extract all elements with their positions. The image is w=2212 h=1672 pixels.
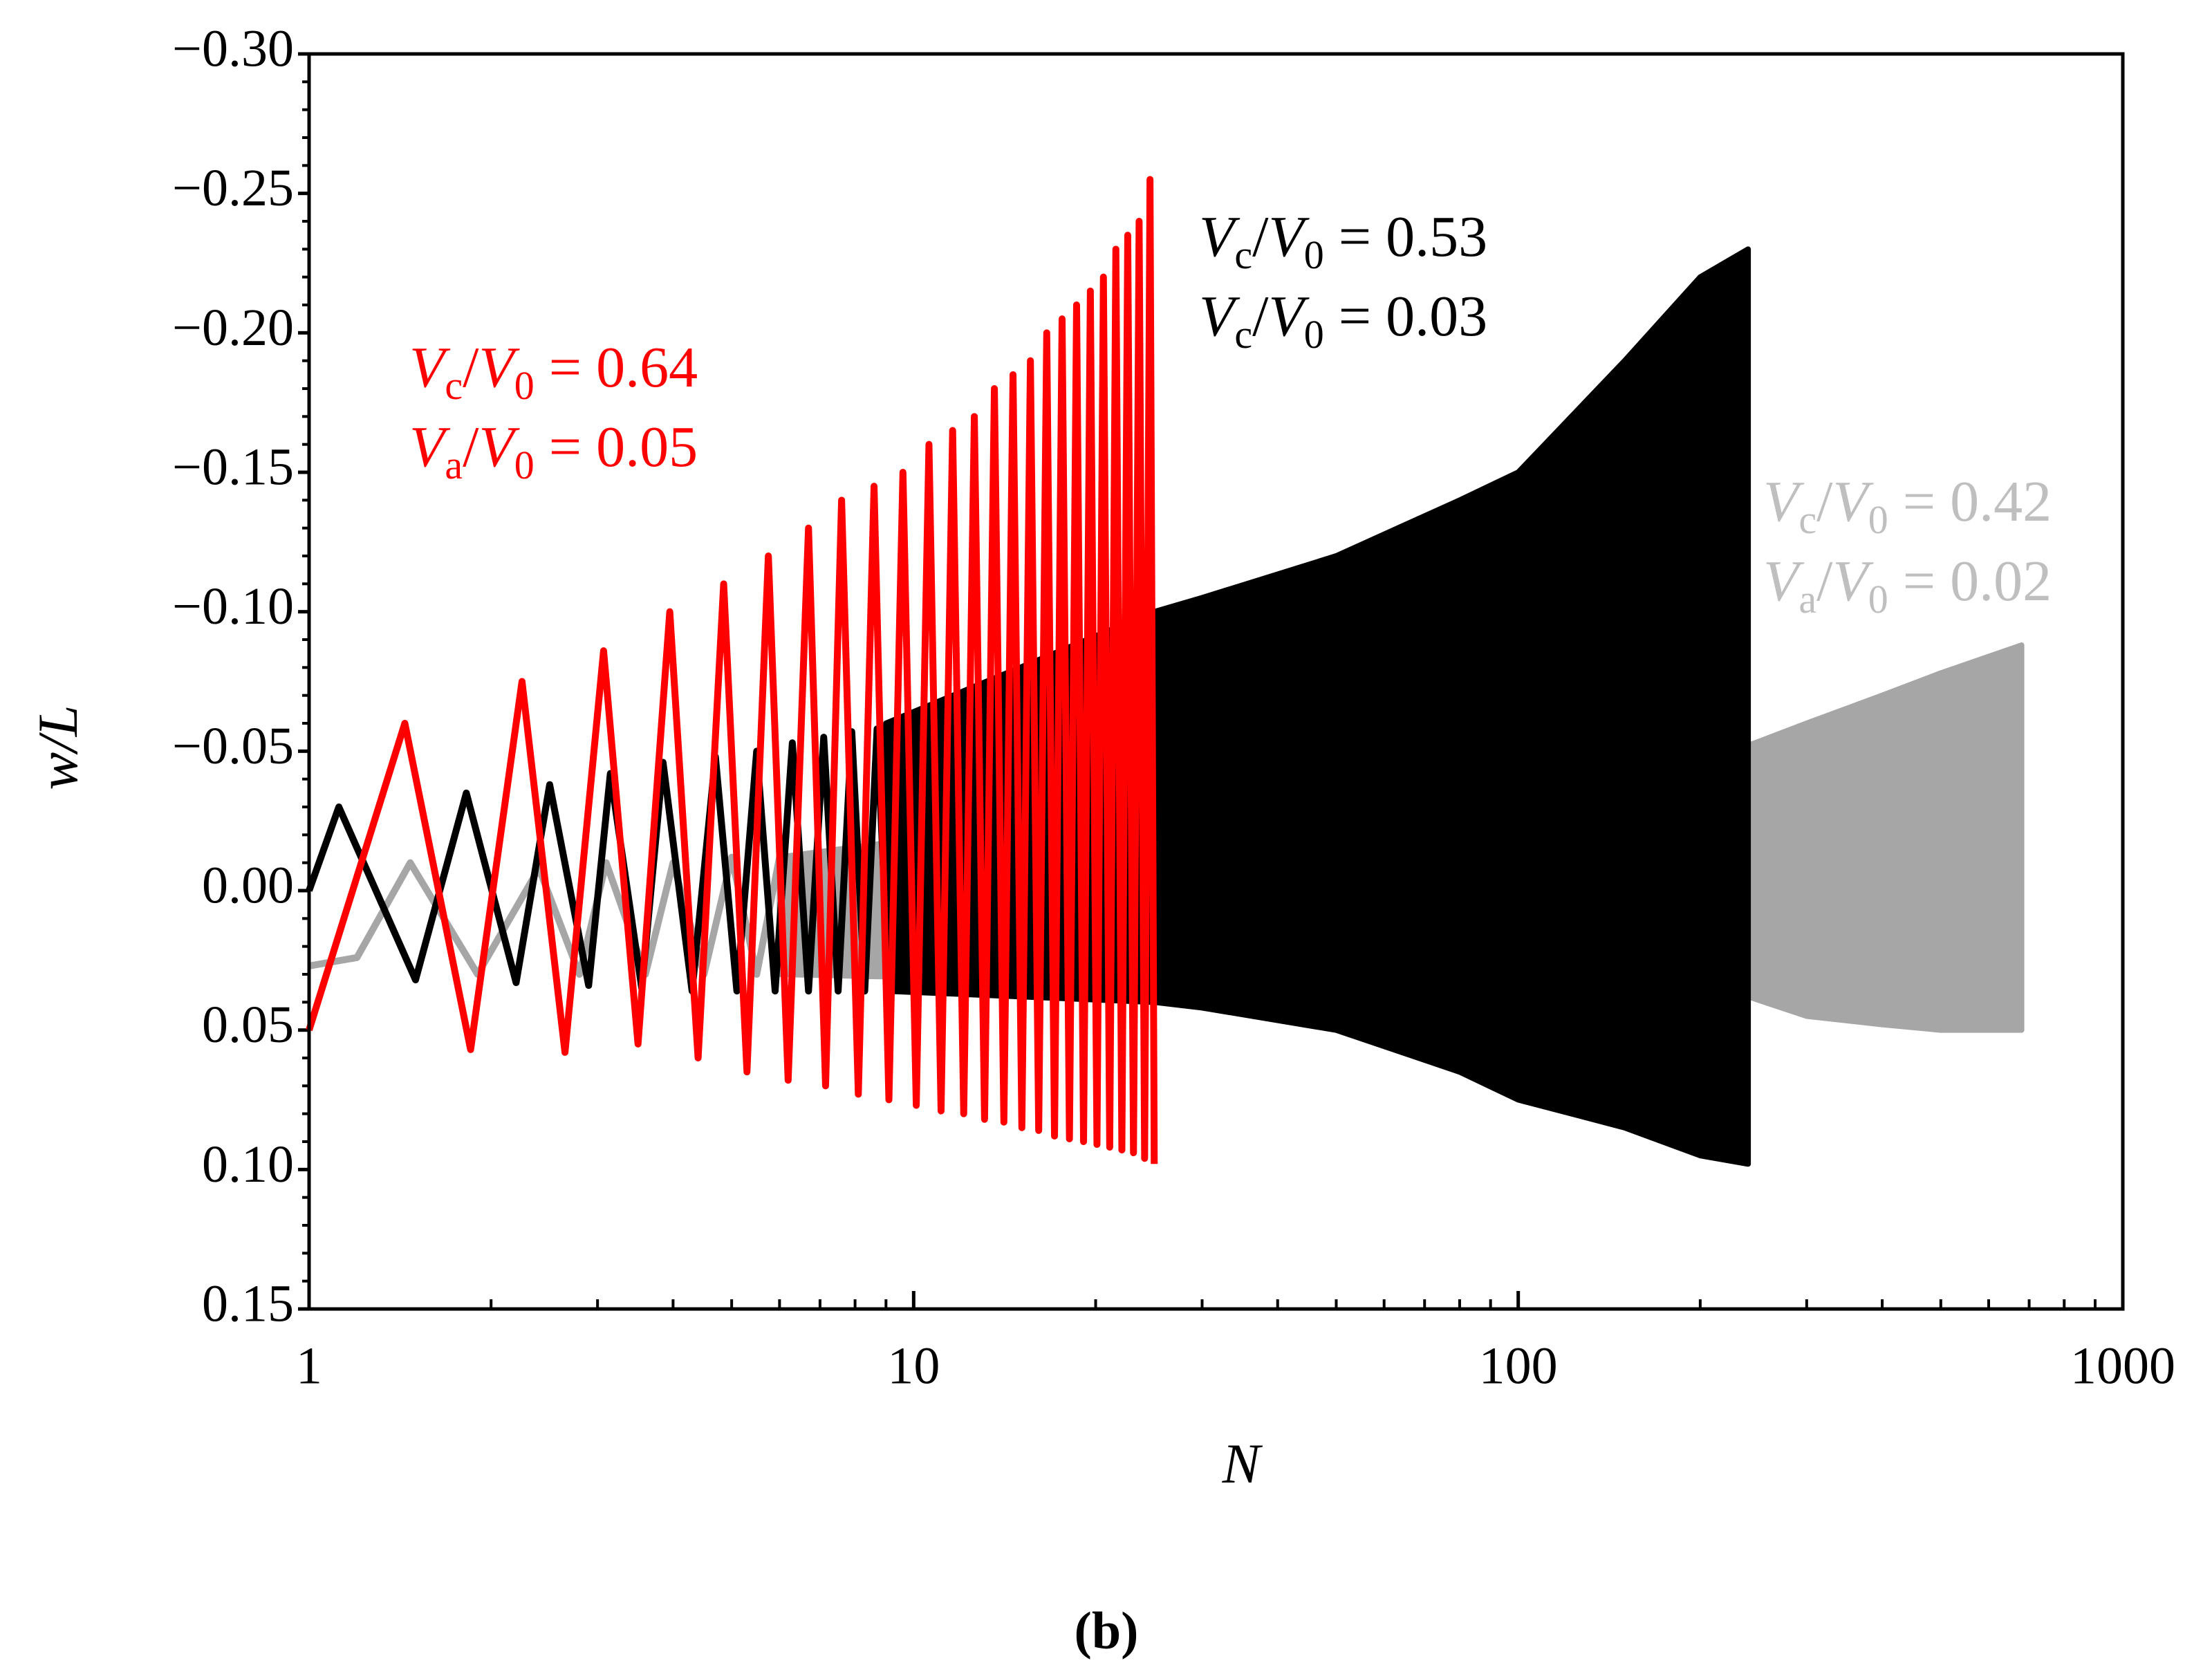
caption: (b) [1075,1601,1139,1660]
x-tick-label: 1 [296,1337,322,1395]
annotation-part: = 0.05 [535,415,698,479]
annotation-part: / [1816,549,1833,613]
x-tick-label: 10 [887,1337,940,1395]
annotation-part: = 0.42 [1888,470,2052,534]
y-axis-label: w/L [26,705,89,790]
y-tick-label: 0.00 [202,856,294,914]
annotation-part: V [409,415,451,479]
y-tick-label: 0.10 [202,1135,294,1193]
annotation: Vc/V0 = 0.03 [1199,284,1487,357]
annotation-part: = 0.53 [1324,205,1487,269]
x-tick-label: 1000 [2070,1337,2175,1395]
annotation-part: a [1799,577,1816,622]
y-tick-label: −0.30 [172,19,294,77]
x-axis-label: N [1222,1432,1263,1495]
annotation-part: / [1816,470,1833,534]
series-line [306,176,1158,1164]
annotation-part: V [1199,284,1240,349]
y-tick-label: −0.20 [172,299,294,357]
y-tick-label: −0.15 [172,438,294,496]
y-tick-label: 0.15 [202,1274,294,1332]
annotation-part: V [1832,470,1874,534]
annotation-part: 0 [1304,312,1324,357]
annotation-part: / [463,335,479,400]
annotation-part: V [1268,205,1310,269]
annotation-part: 0 [1304,232,1324,277]
annotation: Va/V0 = 0.02 [1763,549,2052,622]
y-tick-label: −0.10 [172,577,294,635]
annotation-part: 0 [514,363,535,408]
plot-frame [307,52,2125,1311]
annotation-part: a [445,443,463,487]
y-tick-label: −0.05 [172,717,294,775]
annotation-part: = 0.02 [1888,549,2052,613]
annotation-part: c [1799,497,1816,542]
annotation: Vc/V0 = 0.64 [409,335,698,408]
annotation-part: / [1252,205,1269,269]
annotation-part: c [1234,312,1252,357]
annotation-part: / [1252,284,1269,349]
y-tick-label: 0.05 [202,996,294,1054]
annotation-part: c [445,363,463,408]
annotation-part: 0 [1868,577,1888,622]
annotation-part: V [1832,549,1874,613]
y-tick-label: −0.25 [172,159,294,217]
annotation-part: = 0.03 [1324,284,1487,349]
annotation-part: / [463,415,479,479]
x-tick-label: 100 [1479,1337,1558,1395]
annotation-part: V [1763,549,1805,613]
annotation-part: V [409,335,451,400]
series-line [308,853,783,978]
annotation: Va/V0 = 0.05 [409,415,698,487]
annotation: Vc/V0 = 0.42 [1763,470,2052,542]
annotation-part: V [478,335,520,400]
annotation-part: = 0.64 [535,335,698,400]
annotation-part: V [1763,470,1805,534]
annotation: Vc/V0 = 0.53 [1199,205,1487,277]
annotation-part: V [478,415,520,479]
annotation-part: 0 [514,443,535,487]
annotation-part: V [1268,284,1310,349]
annotation-part: c [1234,232,1252,277]
annotation-part: V [1199,205,1240,269]
annotation-part: 0 [1868,497,1888,542]
